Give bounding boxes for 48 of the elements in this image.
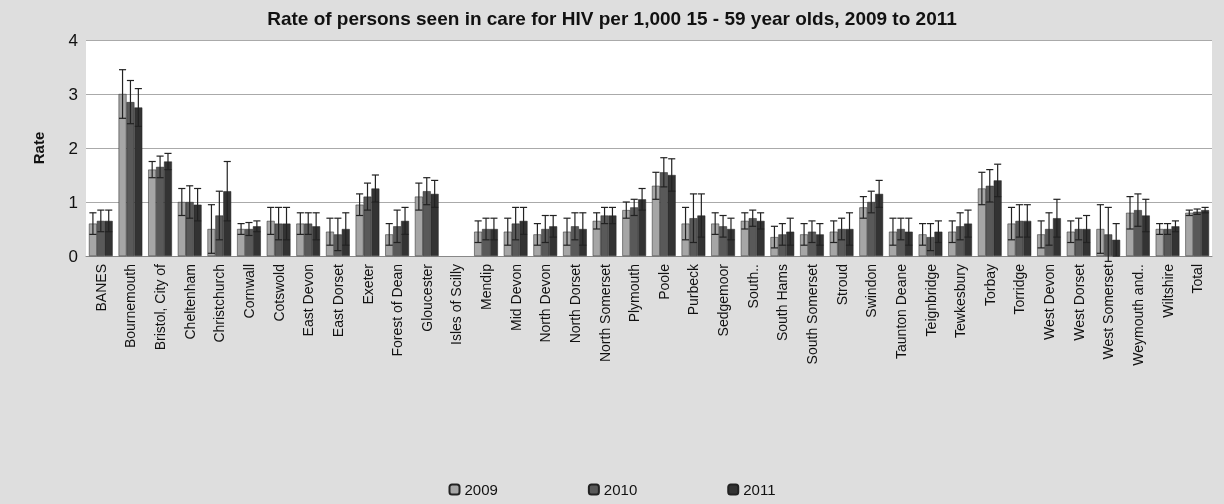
x-tick-label: Total: [1189, 264, 1206, 294]
x-tick-label: Bournemouth: [122, 264, 139, 349]
x-tick-label: Mendip: [478, 263, 495, 310]
x-tick-label: West Dorset: [1070, 263, 1087, 341]
y-tick-label: 1: [68, 192, 78, 212]
legend-label: 2009: [464, 481, 498, 498]
x-tick-label: Gloucester: [418, 263, 435, 332]
x-tick-label: South Hams: [774, 264, 791, 342]
x-tick-label: Sedgemoor: [715, 263, 732, 337]
y-tick-label: 2: [68, 138, 78, 158]
y-tick-label: 4: [68, 30, 78, 50]
x-tick-label: Christchurch: [211, 264, 228, 343]
x-tick-label: Stroud: [833, 264, 850, 306]
x-tick-label: South..: [744, 264, 761, 309]
x-tick-label: North Dorset: [566, 263, 583, 344]
x-tick-label: South Somerset: [803, 263, 820, 365]
x-tick-label: Tewkesbury: [952, 264, 969, 338]
x-tick-label: Purbeck: [685, 263, 702, 316]
x-tick-label: Cotswold: [270, 264, 287, 322]
x-tick-label: Swindon: [863, 264, 880, 318]
y-axis-title: Rate: [30, 131, 47, 165]
y-tick-label: 0: [68, 246, 78, 266]
x-tick-label: Bristol, City of: [152, 263, 169, 351]
y-tick-label: 3: [68, 84, 78, 104]
x-tick-label: Cheltenham: [181, 264, 198, 340]
x-tick-label: BANES: [92, 264, 109, 312]
x-tick-label: Torbay: [981, 264, 998, 307]
x-tick-label: Exeter: [359, 263, 376, 305]
x-tick-label: Poole: [655, 263, 672, 300]
x-tick-label: Isles of Scilly: [448, 264, 465, 345]
legend-label: 2011: [743, 481, 776, 498]
x-tick-label: Cornwall: [240, 264, 257, 319]
x-tick-label: Torridge: [1011, 263, 1028, 315]
x-tick-label: Teignbridge: [922, 263, 939, 337]
x-tick-label: Mid Devon: [507, 264, 524, 331]
x-tick-label: West Devon: [1041, 264, 1058, 340]
chart-title: Rate of persons seen in care for HIV per 1,000 15 - 59 year olds, 2009 to 2011: [267, 8, 958, 29]
x-tick-label: Weymouth and..: [1129, 264, 1146, 366]
x-tick-label: East Dorset: [329, 263, 346, 338]
x-tick-label: West Somerset: [1100, 263, 1117, 360]
x-tick-label: Wiltshire: [1159, 263, 1176, 318]
x-tick-label: Forest of Dean: [389, 264, 406, 357]
x-tick-label: Taunton Deane: [892, 263, 909, 359]
x-tick-label: Plymouth: [626, 264, 643, 323]
x-tick-label: North Somerset: [596, 263, 613, 363]
x-tick-label: East Devon: [300, 264, 317, 337]
legend-label: 2010: [603, 481, 638, 498]
x-tick-label: North Devon: [537, 264, 554, 343]
